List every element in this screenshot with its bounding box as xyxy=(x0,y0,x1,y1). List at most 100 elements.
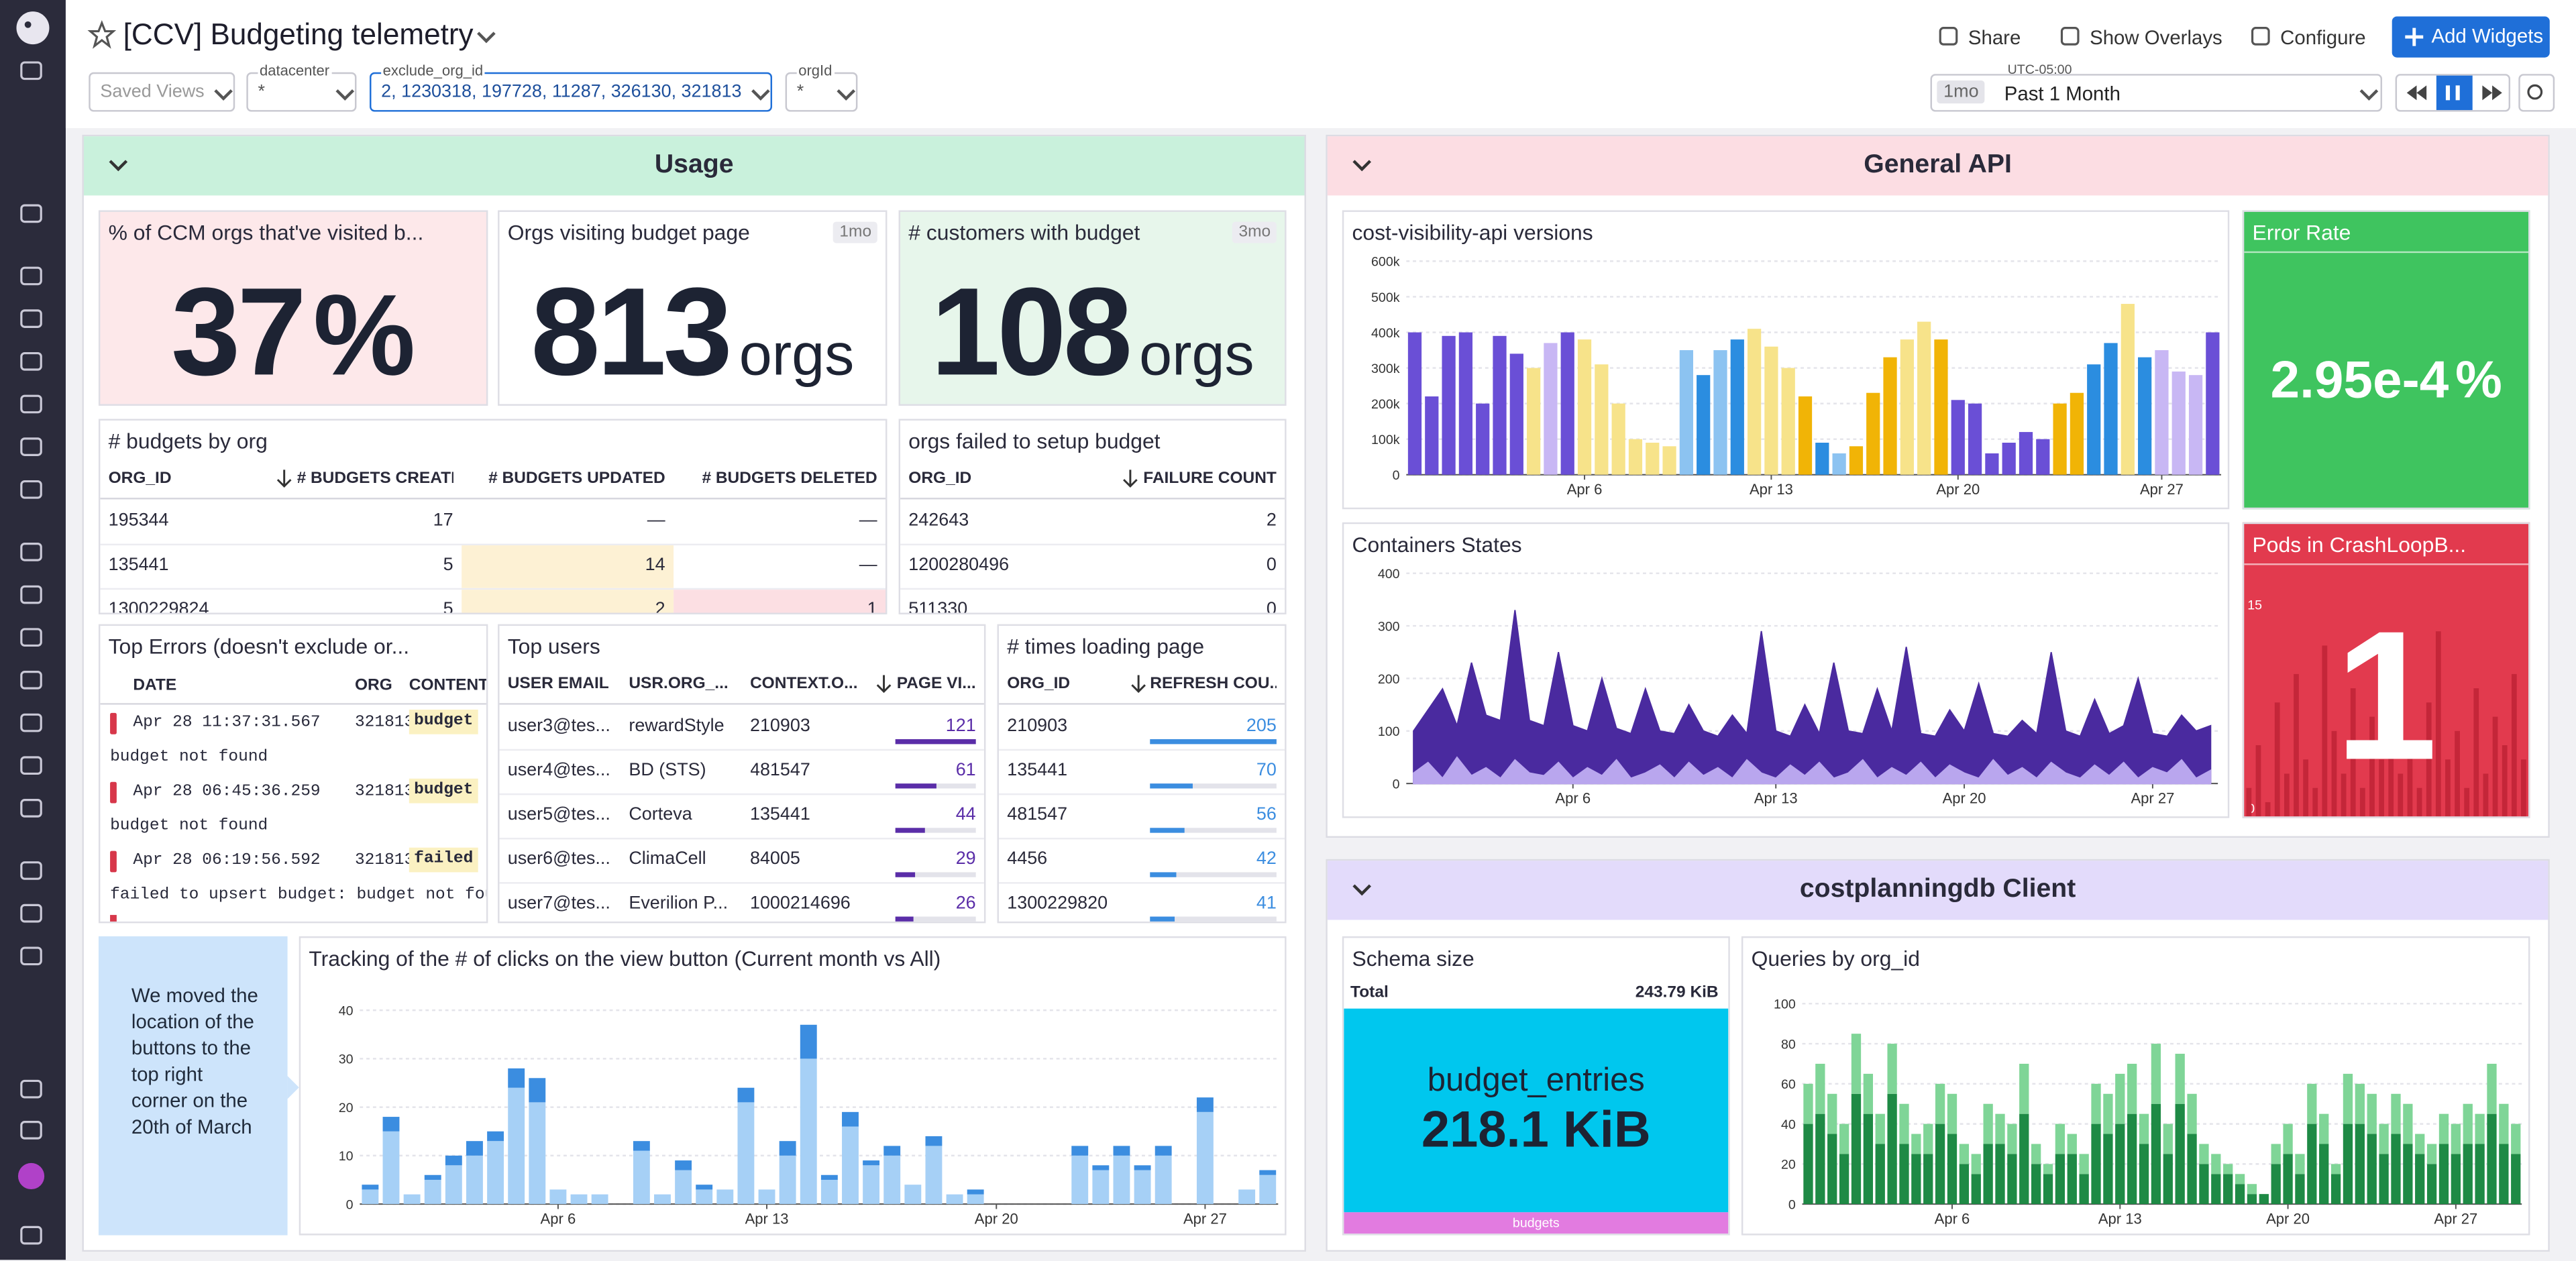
block-name: budget_entries xyxy=(1427,1062,1645,1099)
time-picker[interactable]: 1mo Past 1 Month xyxy=(1930,74,2383,112)
group-header: Usage xyxy=(83,136,1305,196)
bar-segment xyxy=(1155,1146,1172,1156)
table-cell: rewardStyle xyxy=(629,716,724,736)
column-header[interactable]: ORG xyxy=(354,676,392,695)
y-tick-label: 0 xyxy=(1393,777,1400,792)
row-line xyxy=(499,793,984,796)
row-line xyxy=(998,793,1285,796)
filter-label: datacenter xyxy=(258,62,331,79)
bar-segment xyxy=(2343,1073,2353,1124)
bar xyxy=(1968,403,1982,475)
bar-segment xyxy=(382,1131,400,1205)
bar-segment xyxy=(1839,1123,1849,1154)
group-title: Usage xyxy=(654,151,734,179)
saved-views-dropdown[interactable]: Saved Views xyxy=(89,72,235,112)
toolbar-button[interactable]: Share xyxy=(1939,16,2103,57)
bar-segment xyxy=(2307,1123,2317,1205)
column-header[interactable]: # BUDGETS CREATED xyxy=(297,470,453,488)
column-header[interactable]: REFRESH COU... xyxy=(1150,675,1277,694)
bar-segment xyxy=(2163,1154,2173,1205)
timezone: UTC-05:00 xyxy=(2007,62,2072,78)
bar xyxy=(1150,783,1193,789)
column-header[interactable]: DATE xyxy=(133,676,177,695)
bar-segment xyxy=(1259,1170,1277,1175)
nav-icon xyxy=(20,351,42,371)
bar-segment xyxy=(549,1189,567,1205)
bar-segment xyxy=(362,1185,379,1190)
table-cell: user4@tes... xyxy=(507,760,610,781)
zoom-button[interactable] xyxy=(2518,74,2555,112)
bar-segment xyxy=(2463,1144,2473,1205)
widget: Queries by org_id 0 20 40 60 80 100 Apr 6 Apr 13… xyxy=(1741,936,2530,1236)
column-header[interactable]: CONTENT xyxy=(409,676,488,695)
pause-button[interactable] xyxy=(2436,75,2473,111)
filter-dropdown[interactable]: exclude_org_id 2, 1230318, 197728, 11287,… xyxy=(370,62,773,112)
bar xyxy=(1866,392,1880,475)
bar-segment xyxy=(1947,1134,1957,1205)
column-header[interactable]: ORG_ID xyxy=(1007,675,1071,694)
widget: Tracking of the # of clicks on the view … xyxy=(299,936,1287,1236)
bar-segment xyxy=(1911,1134,1921,1154)
chevron xyxy=(2359,89,2379,101)
log-org: 321813 xyxy=(354,853,415,871)
widget: Error Rate 2.95e-4% xyxy=(2242,210,2530,510)
forward xyxy=(2482,85,2502,101)
column-header[interactable]: USR.ORG_... xyxy=(629,675,729,694)
row-line xyxy=(998,837,1285,840)
column-header[interactable]: # BUDGETS UPDATED xyxy=(488,470,665,488)
bar-segment xyxy=(1899,1144,1909,1205)
filter-dropdown[interactable]: orgId * xyxy=(785,62,858,112)
bar xyxy=(2445,759,2451,817)
bar-segment xyxy=(1815,1063,1825,1114)
row-line xyxy=(499,837,984,840)
column-header[interactable]: USER EMAIL xyxy=(507,675,609,694)
widget-title: # customers with budget xyxy=(908,220,1140,245)
column-header[interactable]: CONTEXT.O... xyxy=(749,675,858,694)
bar-segment xyxy=(967,1189,984,1195)
log-content-tag: budget xyxy=(409,709,478,734)
bar-segment xyxy=(1995,1113,2005,1144)
bar-segment xyxy=(2283,1154,2293,1205)
bar xyxy=(1679,350,1694,475)
bar-segment xyxy=(1238,1189,1256,1205)
playback-controls[interactable] xyxy=(2395,74,2511,112)
bar-segment xyxy=(2463,1103,2473,1144)
table-cell: 195344 xyxy=(108,510,169,531)
bar xyxy=(1560,332,1574,475)
filter-dropdown[interactable]: datacenter * xyxy=(246,62,357,112)
bar-track xyxy=(895,828,976,833)
x-tick-label: Apr 27 xyxy=(1183,1210,1227,1227)
plus-icon xyxy=(2405,28,2424,46)
bar-segment xyxy=(466,1155,483,1205)
button-label[interactable]: Add Widgets xyxy=(2431,24,2544,48)
filter-value: * xyxy=(258,82,265,102)
filter-label: exclude_org_id xyxy=(381,62,485,79)
column-header[interactable]: PAGE VI... xyxy=(896,675,976,694)
button-label[interactable]: Share xyxy=(1968,26,2021,50)
widget-title: Queries by org_id xyxy=(1751,946,1920,971)
toolbar-button[interactable]: Configure xyxy=(2251,16,2415,57)
bar-segment xyxy=(2115,1123,2125,1205)
table-cell: Everilion P... xyxy=(629,893,729,914)
add-widgets-button[interactable]: Add Widgets xyxy=(2392,16,2550,58)
nav-icon xyxy=(20,480,42,499)
table-cell: 14 xyxy=(645,555,665,575)
log-content-tag: failed xyxy=(409,847,478,873)
column-header[interactable]: # BUDGETS DELETED xyxy=(702,470,877,488)
button-label[interactable]: Show Overlays xyxy=(2090,26,2222,50)
toolbar-button[interactable]: Show Overlays xyxy=(2060,16,2224,57)
bar xyxy=(1900,339,1914,475)
log-message: failed to upsert budget: budget not foun xyxy=(110,887,488,906)
column-header[interactable]: ORG_ID xyxy=(908,470,972,488)
bar-segment xyxy=(1875,1113,1885,1144)
bar-segment xyxy=(2091,1123,2101,1205)
button-label[interactable]: Configure xyxy=(2280,26,2366,50)
status-marker xyxy=(110,915,117,922)
column-header[interactable]: FAILURE COUNT xyxy=(1143,470,1277,488)
column-header[interactable]: ORG_ID xyxy=(108,470,172,488)
dashboard-title: [CCV] Budgeting telemetry xyxy=(123,17,474,51)
bar-segment xyxy=(2067,1154,2077,1205)
bar-segment xyxy=(842,1111,859,1127)
